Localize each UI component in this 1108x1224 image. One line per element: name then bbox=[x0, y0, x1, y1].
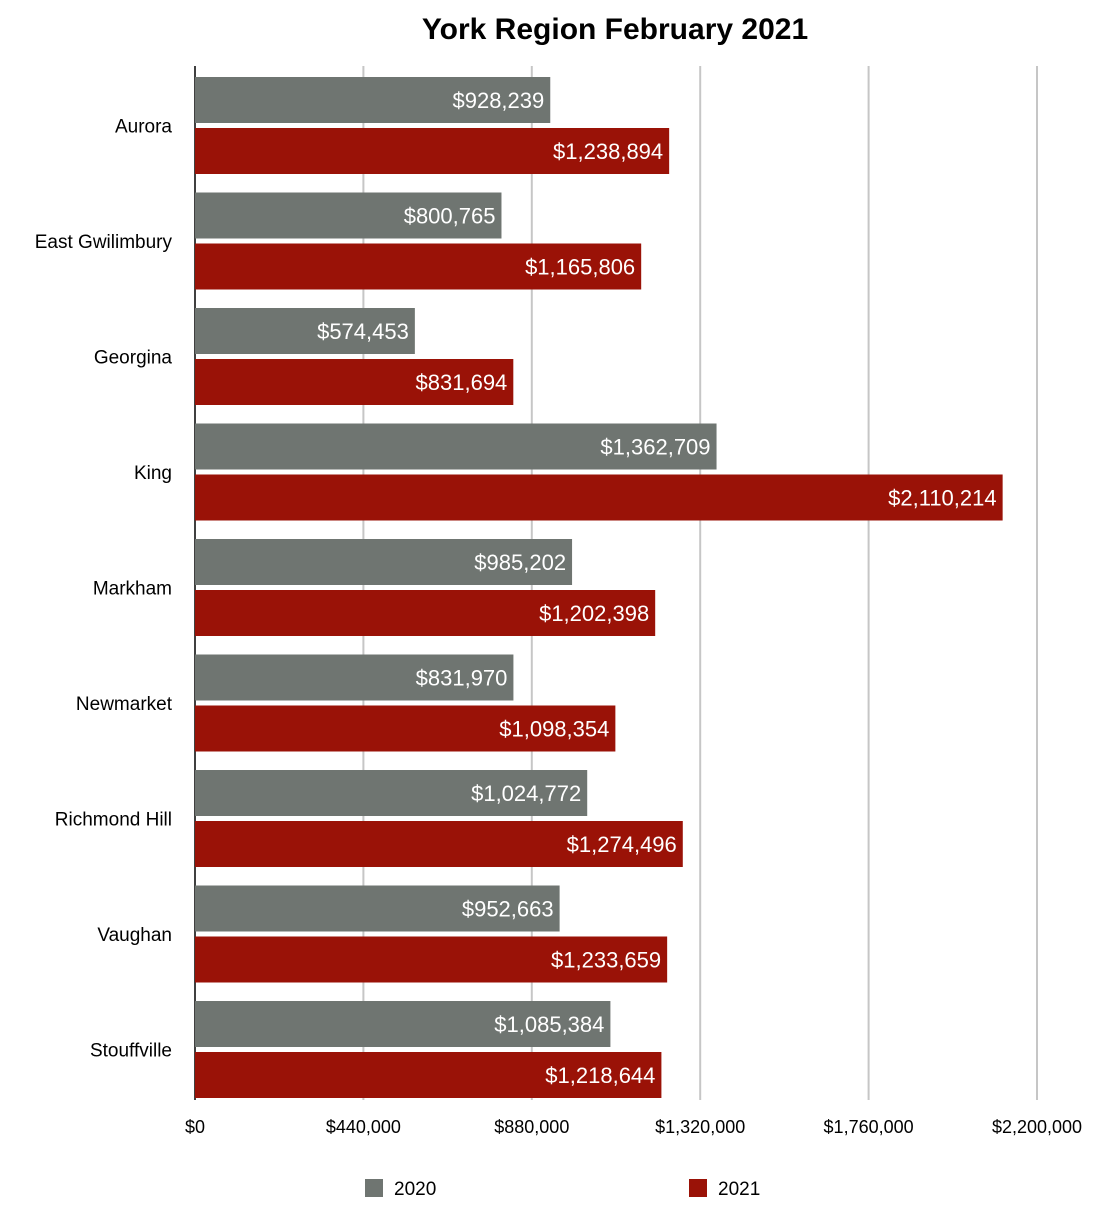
x-axis-tick-labels: $0 $440,000 $880,000 $1,320,000 $1,760,000 $2… bbox=[185, 1117, 1082, 1137]
x-tick-label: $880,000 bbox=[494, 1117, 569, 1137]
bar-2021 bbox=[195, 1052, 662, 1098]
category-label: King bbox=[134, 463, 172, 484]
bar-data-label: $952,663 bbox=[462, 897, 554, 922]
category-label: Markham bbox=[93, 579, 172, 600]
bar-data-label: $928,239 bbox=[452, 88, 544, 113]
bar-data-label: $1,085,384 bbox=[494, 1012, 604, 1037]
bar-2021 bbox=[195, 936, 668, 983]
bar-2020 bbox=[195, 654, 514, 701]
bar-data-label: $985,202 bbox=[474, 550, 566, 575]
bar-data-label: $800,765 bbox=[404, 204, 496, 229]
bar-2021 bbox=[195, 474, 1003, 521]
bar-data-label: $831,970 bbox=[416, 666, 508, 691]
bar-data-label: $1,238,894 bbox=[553, 139, 663, 164]
bar-2021 bbox=[195, 821, 683, 867]
legend-swatch-2021 bbox=[689, 1179, 707, 1197]
bar-data-label: $1,233,659 bbox=[551, 948, 661, 973]
legend: 2020 2021 bbox=[365, 1179, 760, 1200]
category-label: East Gwilimbury bbox=[35, 232, 173, 253]
bar-data-label: $2,110,214 bbox=[888, 486, 996, 511]
x-tick-label: $2,200,000 bbox=[992, 1117, 1082, 1137]
bar-2020 bbox=[195, 770, 588, 816]
category-label: Newmarket bbox=[76, 694, 173, 715]
bar-data-label: $831,694 bbox=[416, 370, 508, 395]
bar-data-label: $1,098,354 bbox=[499, 717, 609, 742]
bar-data-label: $1,362,709 bbox=[600, 435, 710, 460]
bar-data-label: $1,024,772 bbox=[471, 781, 581, 806]
bar-2020 bbox=[195, 539, 573, 585]
bars: $928,239 $1,238,894 $800,765 $1,165,806 $574… bbox=[195, 77, 1003, 1098]
legend-swatch-2020 bbox=[365, 1179, 383, 1197]
x-tick-label: $440,000 bbox=[326, 1117, 401, 1137]
category-label: Georgina bbox=[94, 348, 173, 369]
bar-2020 bbox=[195, 885, 560, 932]
bar-2021 bbox=[195, 243, 642, 290]
category-label: Stouffville bbox=[90, 1041, 172, 1062]
x-tick-label: $1,760,000 bbox=[824, 1117, 914, 1137]
bar-2021 bbox=[195, 128, 670, 174]
bar-data-label: $1,218,644 bbox=[545, 1063, 655, 1088]
legend-label: 2021 bbox=[718, 1179, 760, 1200]
bar-data-label: $1,202,398 bbox=[539, 601, 649, 626]
chart-title: York Region February 2021 bbox=[422, 13, 808, 46]
bar-2020 bbox=[195, 423, 717, 470]
bar-2020 bbox=[195, 77, 551, 123]
x-tick-label: $1,320,000 bbox=[655, 1117, 745, 1137]
bar-2020 bbox=[195, 192, 502, 239]
category-label: Vaughan bbox=[97, 925, 172, 946]
bar-2021 bbox=[195, 705, 616, 752]
x-tick-label: $0 bbox=[185, 1117, 205, 1137]
legend-label: 2020 bbox=[394, 1179, 436, 1200]
bar-2021 bbox=[195, 590, 656, 636]
category-label: Richmond Hill bbox=[55, 810, 172, 831]
category-labels: Aurora East Gwilimbury Georgina King Markham… bbox=[35, 117, 173, 1062]
bar-2021 bbox=[195, 359, 514, 405]
bar-2020 bbox=[195, 1001, 611, 1047]
category-label: Aurora bbox=[115, 117, 172, 138]
bar-data-label: $574,453 bbox=[317, 319, 409, 344]
bar-2020 bbox=[195, 308, 415, 354]
bar-data-label: $1,165,806 bbox=[525, 255, 635, 280]
bar-data-label: $1,274,496 bbox=[567, 832, 677, 857]
